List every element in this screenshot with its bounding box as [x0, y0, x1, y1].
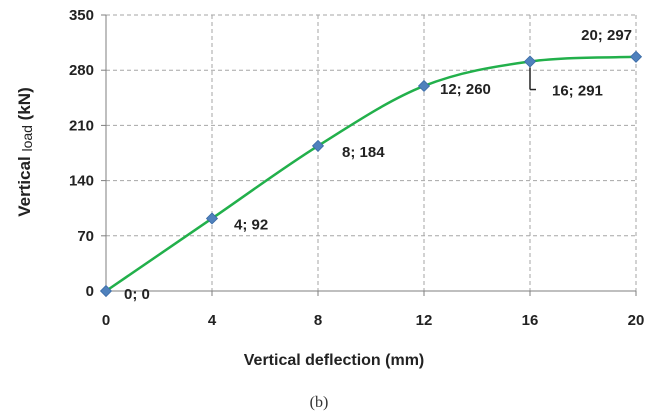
data-label: 16; 291: [552, 83, 603, 100]
y-tick-label: 280: [69, 62, 94, 79]
data-label: 4; 92: [234, 216, 268, 233]
data-label: 8; 184: [342, 144, 385, 161]
y-axis-title-subscript: load: [19, 125, 35, 151]
y-tick-label: 210: [69, 117, 94, 134]
y-tick-label: 140: [69, 173, 94, 190]
y-tick-label: 350: [69, 7, 94, 24]
y-tick-label: 70: [77, 228, 94, 245]
x-tick-label: 16: [522, 312, 539, 329]
x-tick-label: 4: [208, 312, 217, 329]
y-tick-label: 0: [86, 283, 94, 300]
data-point-marker: [629, 50, 643, 63]
x-axis-title: Vertical deflection (mm): [244, 352, 425, 369]
data-label: 0; 0: [124, 286, 150, 303]
x-tick-label: 8: [314, 312, 322, 329]
markers: [99, 50, 643, 298]
tick-labels: 0 70 140 210 280 350 0 4 8 12 16 20: [69, 7, 644, 329]
x-tick-label: 20: [628, 312, 645, 329]
y-axis-title-prefix: Vertical: [15, 152, 34, 217]
data-label: 12; 260: [440, 81, 491, 98]
data-point-marker: [523, 55, 537, 68]
figure-caption: (b): [310, 394, 329, 411]
y-axis-title-suffix: (kN): [15, 87, 34, 125]
y-axis-title: Vertical load (kN): [15, 87, 35, 216]
series-line: [105, 55, 637, 293]
axes: [101, 14, 637, 296]
data-point-marker: [205, 212, 219, 225]
data-point-marker: [311, 139, 325, 152]
data-point-marker: [99, 284, 113, 298]
data-labels: 0; 0 4; 92 8; 184 12; 260 16; 291 20; 297: [124, 27, 632, 303]
x-tick-label: 12: [416, 312, 433, 329]
x-tick-label: 0: [102, 312, 110, 329]
data-point-marker: [417, 79, 431, 93]
data-label: 20; 297: [581, 27, 632, 44]
